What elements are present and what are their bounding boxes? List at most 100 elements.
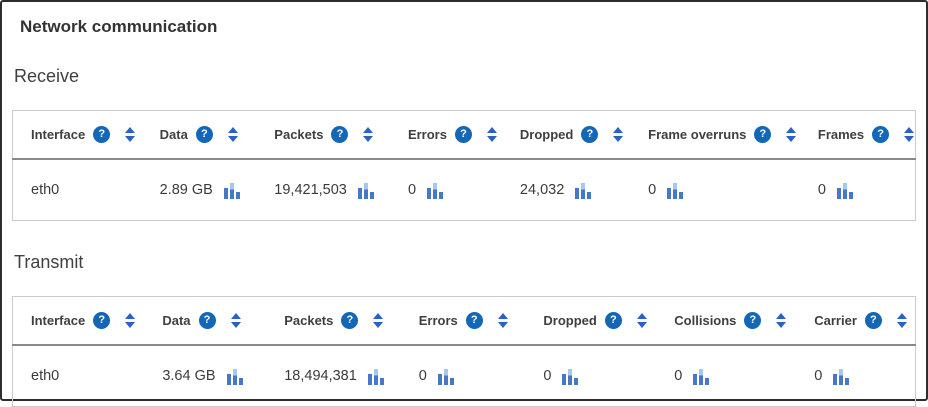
chart-bar <box>433 182 438 199</box>
chart-bar <box>369 191 374 199</box>
sort-icon[interactable] <box>613 126 624 142</box>
sort-icon[interactable] <box>896 312 907 328</box>
sort-icon[interactable] <box>486 126 497 142</box>
mini-bar-chart-icon[interactable] <box>833 368 850 385</box>
cell-carrier: 0 <box>796 345 915 407</box>
help-icon[interactable]: ? <box>198 311 216 329</box>
chart-bar <box>363 182 368 199</box>
mini-bar-chart-icon[interactable] <box>575 182 592 199</box>
sort-down-arrow <box>904 135 915 142</box>
cell-errors: 0 <box>390 159 502 221</box>
help-icon[interactable]: ? <box>93 311 111 329</box>
column-header-frame-overruns: Frame overruns ? <box>630 111 800 159</box>
mini-bar-chart-icon[interactable] <box>667 182 684 199</box>
chart-bar <box>562 373 567 385</box>
chart-bar <box>833 373 838 385</box>
sort-icon[interactable] <box>363 126 374 142</box>
help-icon[interactable]: ? <box>331 125 349 143</box>
sort-down-arrow <box>896 321 907 328</box>
cell-dropped: 24,032 <box>502 159 630 221</box>
help-icon[interactable]: ? <box>195 125 213 143</box>
chart-bar <box>238 377 243 385</box>
sort-down-arrow <box>125 321 136 328</box>
sort-up-arrow <box>373 312 384 319</box>
help-icon[interactable]: ? <box>754 125 772 143</box>
help-icon[interactable]: ? <box>93 125 111 143</box>
sort-icon[interactable] <box>497 312 508 328</box>
help-icon[interactable]: ? <box>744 311 762 329</box>
mini-bar-chart-icon[interactable] <box>562 368 579 385</box>
chart-bar <box>575 187 580 199</box>
sort-icon[interactable] <box>636 312 647 328</box>
receive-table: Interface ? Data ? Packets ? Errors ? <box>12 110 916 221</box>
sort-up-arrow <box>125 126 136 133</box>
sort-down-arrow <box>613 135 624 142</box>
chart-bar <box>587 191 592 199</box>
chart-bar <box>667 187 672 199</box>
chart-bar <box>568 368 573 385</box>
sort-up-arrow <box>776 312 787 319</box>
mini-bar-chart-icon[interactable] <box>437 368 454 385</box>
mini-bar-chart-icon[interactable] <box>836 182 853 199</box>
sort-icon[interactable] <box>227 126 238 142</box>
sort-icon[interactable] <box>230 312 241 328</box>
sort-down-arrow <box>125 135 136 142</box>
column-header-data: Data ? <box>142 111 257 159</box>
help-icon[interactable]: ? <box>454 125 472 143</box>
chart-bar <box>449 377 454 385</box>
cell-frame-overruns: 0 <box>630 159 800 221</box>
help-icon[interactable]: ? <box>465 311 483 329</box>
mini-bar-chart-icon[interactable] <box>427 182 444 199</box>
help-icon[interactable]: ? <box>581 125 599 143</box>
chart-bar <box>443 368 448 385</box>
cell-data: 2.89 GB <box>142 159 257 221</box>
cell-value: 3.64 GB <box>162 367 216 384</box>
help-icon[interactable]: ? <box>604 311 622 329</box>
mini-bar-chart-icon[interactable] <box>226 368 243 385</box>
sort-up-arrow <box>904 126 915 133</box>
table-row: eth0 3.64 GB 18,494,381 0 0 <box>13 345 916 407</box>
sort-icon[interactable] <box>373 312 384 328</box>
cell-frames: 0 <box>800 159 916 221</box>
column-label: Carrier <box>814 312 857 328</box>
chart-bar <box>839 368 844 385</box>
sort-down-arrow <box>776 321 787 328</box>
cell-interface: eth0 <box>13 159 142 221</box>
sort-icon[interactable] <box>776 312 787 328</box>
sort-icon[interactable] <box>125 126 136 142</box>
sort-icon[interactable] <box>125 312 136 328</box>
chart-bar <box>427 187 432 199</box>
help-icon[interactable]: ? <box>864 311 882 329</box>
column-label: Interface <box>31 126 86 142</box>
cell-value: 0 <box>418 367 427 384</box>
cell-value: 0 <box>674 367 683 384</box>
mini-bar-chart-icon[interactable] <box>367 368 384 385</box>
sort-icon[interactable] <box>786 126 797 142</box>
column-header-data: Data ? <box>144 297 266 345</box>
chart-bar <box>693 373 698 385</box>
sort-down-arrow <box>786 135 797 142</box>
help-icon[interactable]: ? <box>872 125 890 143</box>
chart-bar <box>439 191 444 199</box>
chart-bar <box>223 187 228 199</box>
mini-bar-chart-icon[interactable] <box>223 182 240 199</box>
cell-value: 19,421,503 <box>274 181 347 198</box>
sort-down-arrow <box>363 135 374 142</box>
column-label: Errors <box>407 126 447 142</box>
sort-icon[interactable] <box>904 126 915 142</box>
sort-down-arrow <box>486 135 497 142</box>
chart-bar <box>235 191 240 199</box>
help-icon[interactable]: ? <box>341 311 359 329</box>
chart-bar <box>705 377 710 385</box>
chart-bar <box>367 373 372 385</box>
receive-section-title: Receive <box>14 66 80 86</box>
chart-bar <box>845 377 850 385</box>
chart-bar <box>226 373 231 385</box>
cell-value: 0 <box>543 367 552 384</box>
column-header-errors: Errors ? <box>401 297 526 345</box>
cell-errors: 0 <box>401 345 526 407</box>
cell-value: eth0 <box>31 181 60 198</box>
column-label: Frame overruns <box>648 126 747 142</box>
mini-bar-chart-icon[interactable] <box>357 182 374 199</box>
mini-bar-chart-icon[interactable] <box>693 368 710 385</box>
